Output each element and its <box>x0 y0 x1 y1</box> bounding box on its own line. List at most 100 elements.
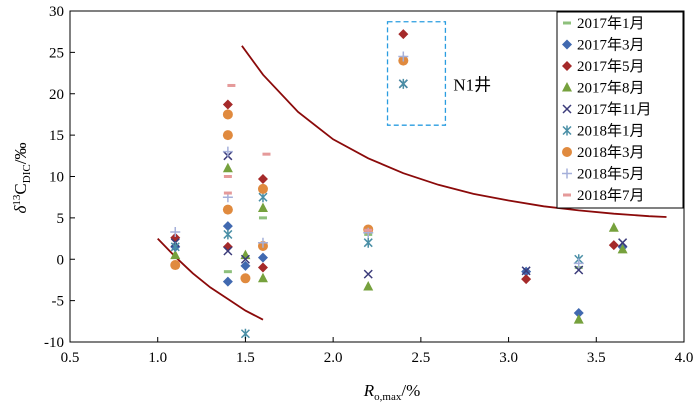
data-point <box>257 262 268 273</box>
data-point <box>222 99 233 110</box>
data-point <box>257 183 268 194</box>
x-tick-label: 0.5 <box>61 350 80 366</box>
y-axis-ticks: -10 -5 0 5 10 15 20 25 30 <box>44 4 75 351</box>
y-axis-title-unit: /‰ <box>11 143 30 165</box>
data-point <box>618 238 628 248</box>
data-point <box>574 265 584 275</box>
y-axis-title-main: C <box>11 183 30 194</box>
data-point <box>223 246 233 256</box>
y-axis-title-pre: δ <box>11 204 30 213</box>
legend: 2017年1月 2017年3月 2017年5月 2017年8月 2017年11月 2018… <box>556 11 684 209</box>
y-tick-label: 20 <box>49 87 64 103</box>
data-point <box>240 254 250 264</box>
x-tick-label: 1.5 <box>236 350 255 366</box>
legend-label: 2017年11月 <box>577 101 651 118</box>
data-point <box>170 249 181 260</box>
data-points <box>170 29 628 339</box>
legend-marker <box>562 61 572 71</box>
x-axis-ticks: 0.5 1.0 1.5 2.0 2.5 3.0 3.5 4.0 <box>61 337 694 366</box>
data-point <box>257 272 268 283</box>
data-point <box>258 216 267 220</box>
y-tick-label: 15 <box>49 128 64 144</box>
data-point <box>240 273 251 284</box>
legend-label: 2018年1月 <box>577 123 645 140</box>
data-point <box>170 260 181 271</box>
series-8 <box>223 83 373 232</box>
legend-label: 2018年7月 <box>577 187 645 204</box>
legend-label: 2018年3月 <box>577 144 645 161</box>
data-point <box>521 266 531 276</box>
legend-frame <box>556 11 684 209</box>
data-point <box>617 243 628 254</box>
data-point <box>573 258 584 269</box>
y-axis-title-sub: DIC <box>21 164 33 183</box>
n1-well-label: N1井 <box>453 75 491 94</box>
legend-label: 2017年5月 <box>577 58 645 75</box>
x-axis-title-unit: /% <box>401 381 420 400</box>
data-point <box>223 270 232 274</box>
y-tick-label: 0 <box>57 252 65 268</box>
x-tick-label: 3.0 <box>499 350 518 366</box>
n1-well-box <box>386 21 447 126</box>
y-tick-label: 10 <box>49 170 64 186</box>
data-point <box>363 281 374 291</box>
data-point <box>222 221 233 232</box>
data-point <box>398 51 409 62</box>
data-point <box>223 175 232 178</box>
data-point <box>262 152 271 156</box>
data-point <box>363 237 373 248</box>
data-point <box>364 228 373 232</box>
legend-label: 2018年5月 <box>577 166 645 183</box>
data-point <box>608 240 619 251</box>
data-point <box>223 191 232 195</box>
y-tick-label: -5 <box>52 294 65 310</box>
data-point <box>227 83 236 87</box>
legend-marker <box>563 21 571 25</box>
x-tick-label: 4.0 <box>675 350 694 366</box>
data-point <box>170 241 180 252</box>
data-point <box>257 202 268 212</box>
data-point <box>222 276 233 287</box>
y-axis-title: δ13CDIC/‰ <box>11 143 33 214</box>
legend-label: 2017年8月 <box>577 80 645 97</box>
data-point <box>398 78 408 89</box>
data-point <box>240 260 251 271</box>
data-point <box>222 146 233 157</box>
data-point <box>222 204 233 215</box>
x-tick-label: 1.0 <box>148 350 167 366</box>
data-point <box>573 314 584 324</box>
x-axis-title-main: R <box>363 381 375 400</box>
legend-marker <box>563 193 571 197</box>
legend-marker <box>562 168 572 179</box>
data-point <box>257 237 268 248</box>
data-point <box>573 308 584 319</box>
annotation-group: N1井 <box>386 21 491 126</box>
data-point <box>521 274 532 285</box>
data-point <box>170 226 181 237</box>
x-tick-label: 3.5 <box>587 350 606 366</box>
legend-label: 2017年3月 <box>577 37 645 54</box>
data-point <box>363 269 373 279</box>
data-point <box>222 130 233 141</box>
legend-label: 2017年1月 <box>577 15 645 32</box>
y-tick-label: 30 <box>49 4 64 20</box>
data-point <box>398 29 409 40</box>
data-point <box>608 222 619 232</box>
data-point <box>257 252 268 263</box>
y-tick-label: -10 <box>44 335 64 351</box>
data-point <box>222 109 233 120</box>
envelope-curve-2 <box>241 45 667 218</box>
legend-marker <box>562 82 572 92</box>
y-tick-label: 5 <box>57 211 65 227</box>
legend-marker <box>562 104 572 114</box>
x-axis-title: Ro,max/% <box>363 381 420 403</box>
y-tick-label: 25 <box>49 45 64 61</box>
x-axis-title-sub: o,max <box>374 391 402 403</box>
data-point <box>257 173 268 184</box>
x-tick-label: 2.0 <box>324 350 343 366</box>
legend-marker <box>562 39 572 50</box>
legend-marker <box>562 147 572 157</box>
y-axis-title-sup: 13 <box>11 194 23 206</box>
data-point <box>222 162 233 173</box>
